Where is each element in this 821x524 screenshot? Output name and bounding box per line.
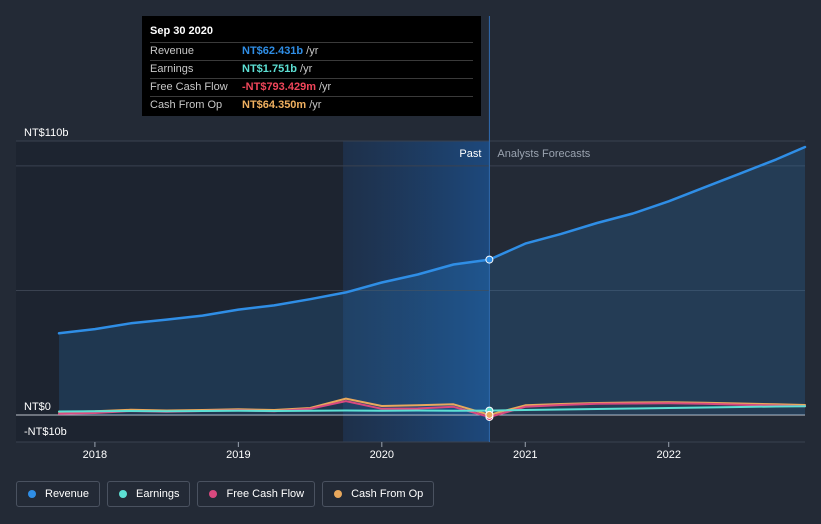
legend-label: Revenue <box>45 488 90 500</box>
tooltip-row-free-cash-flow: Free Cash Flow -NT$793.429m /yr <box>150 78 473 96</box>
x-tick-label: 2019 <box>226 449 250 461</box>
y-axis-labels: NT$110b NT$0 -NT$10b <box>24 127 68 438</box>
x-tick-label: 2020 <box>370 449 394 461</box>
highlight-region <box>343 141 490 442</box>
legend-item-cash-from-op[interactable]: Cash From Op <box>322 481 435 507</box>
series-lines <box>57 145 807 418</box>
tooltip-unit: /yr <box>319 81 332 93</box>
free-cash-flow-dot-icon <box>209 490 218 498</box>
tooltip-label: Revenue <box>150 45 195 57</box>
legend-label: Free Cash Flow <box>226 488 305 500</box>
legend-item-free-cash-flow[interactable]: Free Cash Flow <box>197 481 316 507</box>
legend-item-earnings[interactable]: Earnings <box>107 481 191 507</box>
tooltip-label: Cash From Op <box>150 99 223 111</box>
tooltip-row-cash-from-op: Cash From Op NT$64.350m /yr <box>150 96 473 114</box>
forecast-label: Analysts Forecasts <box>497 148 590 160</box>
y-tick-label: -NT$10b <box>24 426 67 438</box>
series-line-earnings <box>58 405 806 413</box>
tooltip-unit: /yr <box>300 63 313 75</box>
tooltip-unit: /yr <box>309 99 322 111</box>
tooltip-unit: /yr <box>306 45 319 57</box>
tooltip: Sep 30 2020 Revenue NT$62.431b /yr Earni… <box>142 16 481 116</box>
legend: Revenue Earnings Free Cash Flow Cash Fro… <box>16 481 435 509</box>
x-tick-label: 2021 <box>513 449 537 461</box>
tooltip-value: -NT$793.429m <box>242 81 316 93</box>
tooltip-value: NT$62.431b <box>242 45 304 57</box>
x-axis: 2018 2019 2020 2021 2022 <box>83 442 681 461</box>
cash-from-op-dot-icon <box>334 490 343 498</box>
legend-item-revenue[interactable]: Revenue <box>16 481 101 507</box>
past-label: Past <box>459 148 481 160</box>
tooltip-date: Sep 30 2020 <box>150 25 213 37</box>
tooltip-label: Free Cash Flow <box>150 81 228 93</box>
tooltip-row-earnings: Earnings NT$1.751b /yr <box>150 60 473 78</box>
series-line-revenue <box>57 145 807 335</box>
legend-label: Cash From Op <box>351 488 424 500</box>
y-tick-label: NT$110b <box>24 127 68 139</box>
earnings-dot-icon <box>119 490 128 498</box>
tooltip-value: NT$64.350m <box>242 99 307 111</box>
x-tick-label: 2022 <box>656 449 680 461</box>
grid-lines <box>16 140 805 443</box>
legend-label: Earnings <box>136 488 180 500</box>
marker-revenue <box>485 255 494 264</box>
marker-cash-from-op <box>485 410 494 419</box>
revenue-dot-icon <box>28 490 36 498</box>
tooltip-value: NT$1.751b <box>242 63 298 75</box>
tooltip-label: Earnings <box>150 63 194 75</box>
tooltip-row-revenue: Revenue NT$62.431b /yr <box>150 42 473 60</box>
x-tick-label: 2018 <box>83 449 107 461</box>
markers <box>485 255 494 421</box>
revenue-area <box>59 147 805 415</box>
y-tick-label: NT$0 <box>24 401 51 413</box>
